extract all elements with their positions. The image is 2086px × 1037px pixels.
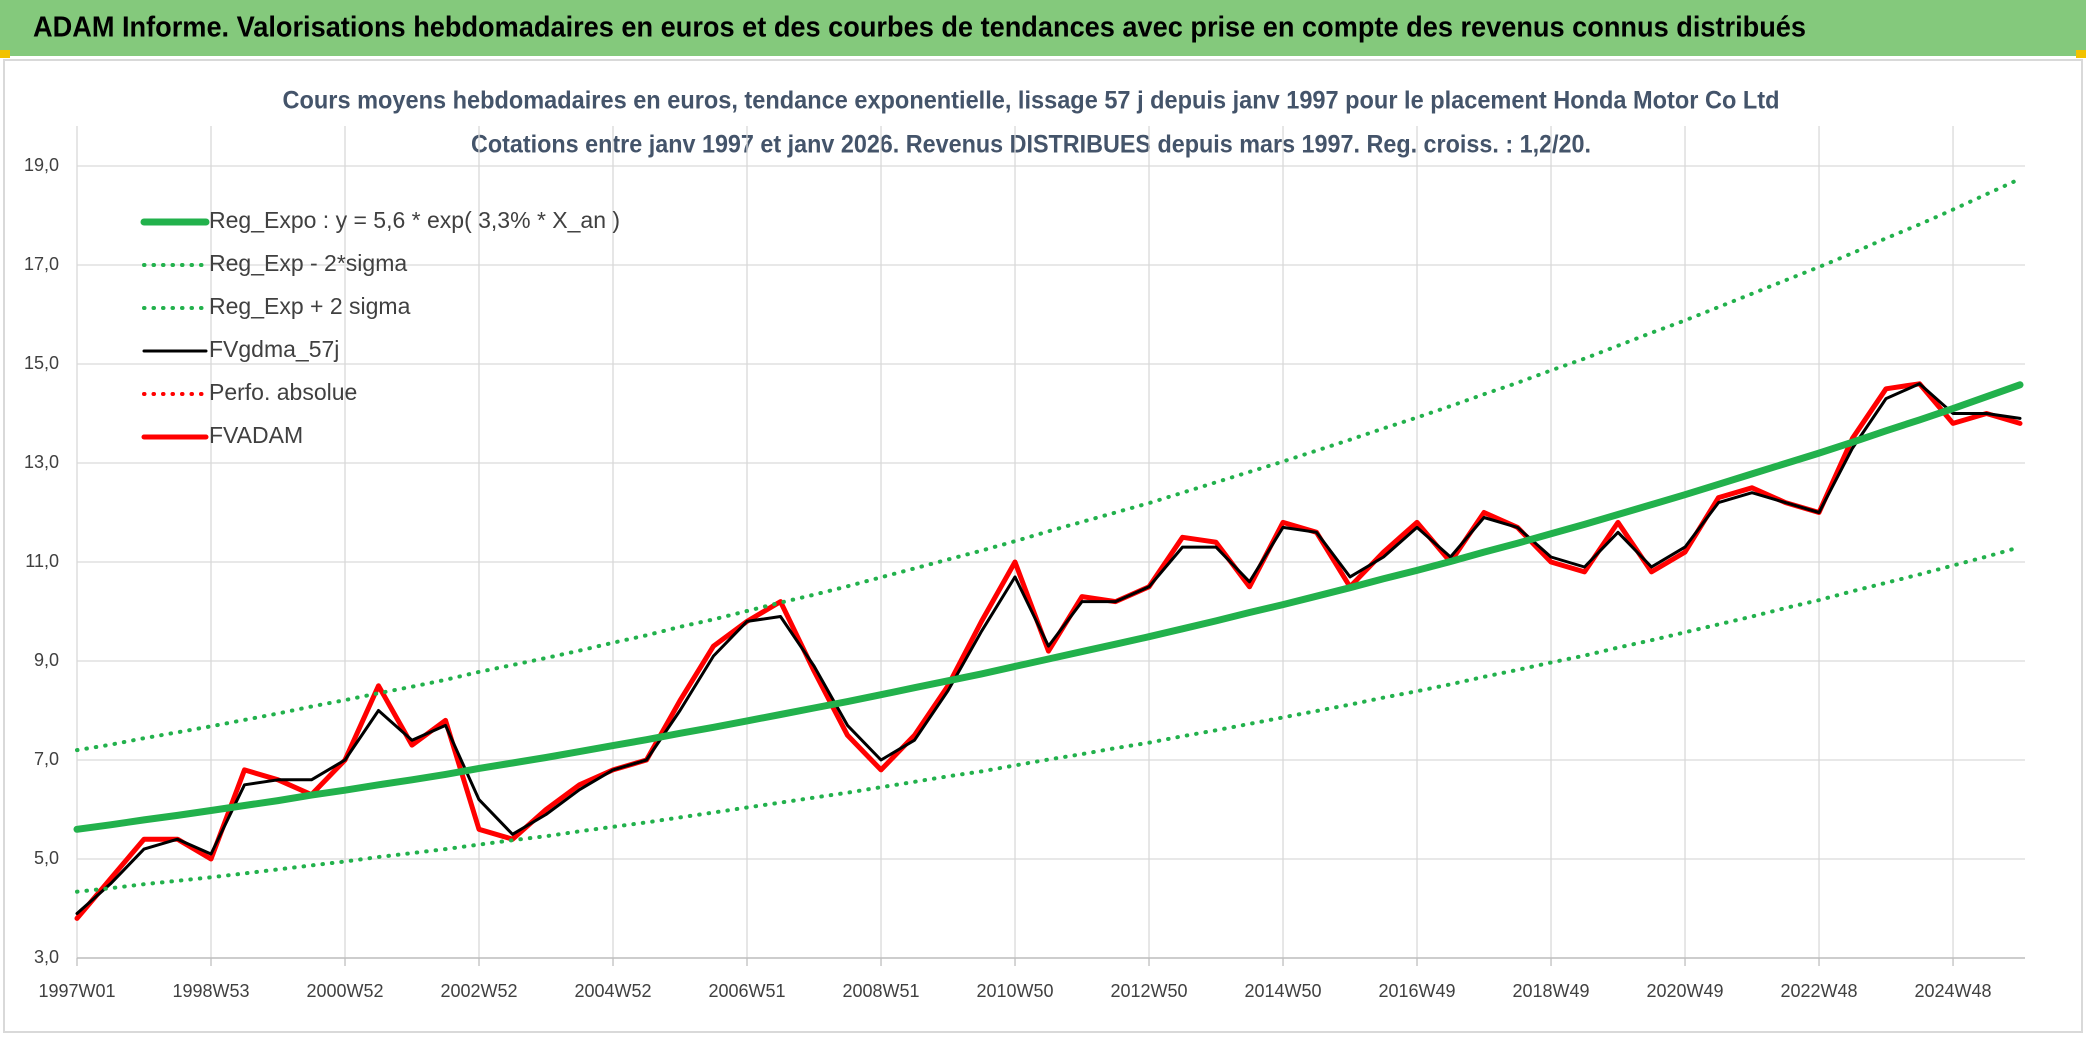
y-tick-label: 5,0: [34, 848, 59, 868]
x-tick-label: 2002W52: [440, 981, 517, 1001]
y-tick-label: 11,0: [25, 551, 59, 571]
x-tick-label: 2000W52: [306, 981, 383, 1001]
x-tick-label: 2022W48: [1780, 981, 1857, 1001]
y-tick-label: 15,0: [24, 353, 59, 373]
x-tick-label: 2012W50: [1110, 981, 1187, 1001]
y-tick-label: 3,0: [34, 947, 59, 967]
x-tick-label: 2008W51: [842, 981, 919, 1001]
corner-mark: [2076, 50, 2086, 58]
corner-mark: [0, 50, 10, 58]
x-tick-label: 2006W51: [708, 981, 785, 1001]
x-tick-label: 2020W49: [1646, 981, 1723, 1001]
chart-title: Cours moyens hebdomadaires en euros, ten…: [283, 87, 1780, 115]
dotted-line: [75, 545, 2022, 894]
y-tick-label: 17,0: [24, 254, 59, 274]
legend-label: FVADAM: [209, 422, 303, 448]
x-tick-label: 2004W52: [574, 981, 651, 1001]
header-title: ADAM Informe. Valorisations hebdomadaire…: [33, 12, 1806, 44]
smoothed-line: [75, 382, 2022, 915]
legend-label: Reg_Expo : y = 5,6 * exp( 3,3% * X_an ): [209, 207, 620, 233]
x-tick-label: 2010W50: [976, 981, 1053, 1001]
header-bar: [0, 0, 2086, 56]
legend-label: Reg_Exp + 2 sigma: [209, 293, 411, 319]
x-tick-label: 1997W01: [38, 981, 115, 1001]
legend-label: Perfo. absolue: [209, 379, 357, 405]
trend-line: [73, 381, 2024, 833]
y-tick-label: 7,0: [34, 749, 59, 769]
chart-frame: [3, 59, 2083, 1033]
chart-subtitle: Cotations entre janv 1997 et janv 2026. …: [471, 131, 1591, 159]
y-tick-label: 19,0: [24, 155, 59, 175]
y-tick-label: 13,0: [24, 452, 59, 472]
x-tick-label: 2016W49: [1378, 981, 1455, 1001]
dotted-line: [75, 176, 2022, 753]
x-tick-label: 2014W50: [1244, 981, 1321, 1001]
x-tick-label: 2024W48: [1914, 981, 1991, 1001]
x-tick-label: 1998W53: [172, 981, 249, 1001]
x-tick-label: 2018W49: [1512, 981, 1589, 1001]
legend-label: FVgdma_57j: [209, 336, 339, 362]
legend-label: Reg_Exp - 2*sigma: [209, 250, 407, 276]
y-tick-label: 9,0: [34, 650, 59, 670]
